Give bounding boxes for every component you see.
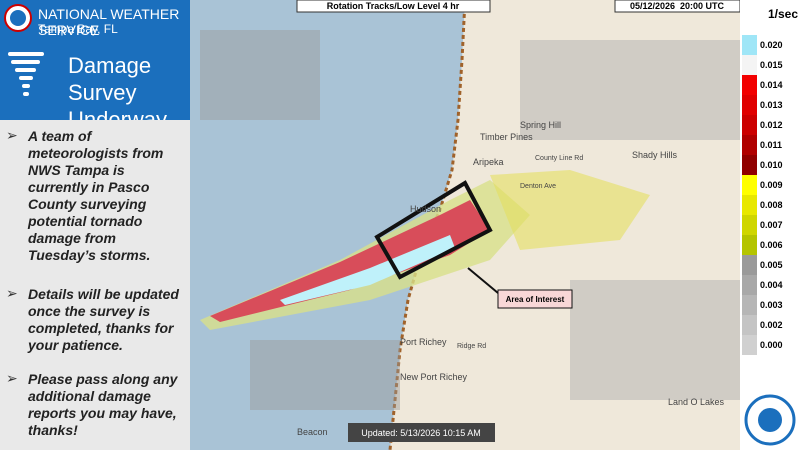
scale-swatch bbox=[742, 135, 757, 155]
track-core bbox=[280, 235, 455, 305]
place-label: Spring Hill bbox=[520, 120, 561, 130]
scale-label: 0.013 bbox=[760, 100, 783, 110]
header-graphics bbox=[4, 4, 44, 96]
track-east bbox=[490, 170, 650, 250]
scale-label: 0.012 bbox=[760, 120, 783, 130]
water bbox=[190, 0, 465, 450]
scale-swatch bbox=[742, 115, 757, 135]
title: Damage Survey Underway bbox=[68, 53, 167, 132]
annotation-box bbox=[497, 289, 573, 309]
place-label: Shady Hills bbox=[632, 150, 678, 160]
scale-swatch bbox=[742, 215, 757, 235]
scale-swatch bbox=[742, 295, 757, 315]
place-label: Ridge Rd bbox=[457, 343, 486, 350]
header: NATIONAL WEATHER SERVICE Tampa Bay, FL D… bbox=[0, 0, 190, 132]
scale-label: 0.015 bbox=[760, 60, 783, 70]
scale-label: 0.006 bbox=[760, 240, 783, 250]
agency: NATIONAL WEATHER SERVICE bbox=[38, 6, 180, 38]
bullet: Please pass along any additional damage … bbox=[28, 371, 178, 438]
place-label: Land O Lakes bbox=[668, 397, 725, 407]
bullet: Details will be updated once the survey … bbox=[28, 286, 179, 353]
scale-swatch bbox=[742, 75, 757, 95]
valid-time: 05/12/2026 20:00 UTC bbox=[630, 1, 725, 11]
scale-label: 0.005 bbox=[760, 260, 783, 270]
map: Area of Interest Rotation Tracks/Low Lev… bbox=[190, 0, 800, 450]
place-label: Aripeka bbox=[473, 157, 504, 167]
nws-logo-inner bbox=[10, 10, 26, 26]
nws-seal-inner bbox=[758, 408, 782, 432]
scale-label: 0.020 bbox=[760, 40, 783, 50]
track-high bbox=[210, 200, 490, 322]
scale-label: 0.002 bbox=[760, 320, 783, 330]
scale-label: 0.009 bbox=[760, 180, 783, 190]
bullet: A team of meteorologists from NWS Tampa … bbox=[28, 128, 164, 263]
bullet-arrow: ➢ bbox=[6, 286, 18, 302]
annotation: Area of Interest bbox=[506, 295, 565, 304]
scale-label: 0.008 bbox=[760, 200, 783, 210]
scale-swatch bbox=[742, 175, 757, 195]
updated: Updated: 5/13/2026 10:15 AM bbox=[361, 428, 481, 438]
scale-swatch bbox=[742, 275, 757, 295]
product-box bbox=[296, 0, 491, 13]
scale-swatch bbox=[742, 95, 757, 115]
scale-unit: 1/sec bbox=[768, 7, 798, 21]
place-label: Port Richey bbox=[400, 337, 447, 347]
annotation-arrow bbox=[467, 267, 499, 294]
map-labels: Timber Pines Spring Hill Aripeka Hudson Shad… bbox=[297, 120, 725, 437]
updated-box bbox=[348, 423, 495, 442]
color-scale: 0.020 0.015 0.014 0.013 0.012 0.011 0.010 0.009… bbox=[742, 35, 783, 355]
place-label: Timber Pines bbox=[480, 132, 533, 142]
scale-swatch bbox=[742, 235, 757, 255]
scale-label: 0.004 bbox=[760, 280, 783, 290]
product: Rotation Tracks/Low Level 4 hr bbox=[327, 1, 460, 11]
scale-swatch bbox=[742, 335, 757, 355]
scale-label: 0.007 bbox=[760, 220, 783, 230]
bullet-panel: ➢ A team of meteorologists from NWS Tamp… bbox=[0, 120, 190, 450]
scale-label: 0.011 bbox=[760, 140, 782, 150]
place-label: Hudson bbox=[410, 204, 441, 214]
tornado-icon bbox=[8, 52, 44, 96]
scale-label: 0.014 bbox=[760, 80, 783, 90]
place-label: Beacon bbox=[297, 427, 328, 437]
scale-label: 0.010 bbox=[760, 160, 783, 170]
place-label: Denton Ave bbox=[520, 183, 556, 190]
scale-swatch bbox=[742, 255, 757, 275]
scale-label: 0.000 bbox=[760, 340, 783, 350]
scale-swatch bbox=[742, 155, 757, 175]
radar-noise bbox=[200, 30, 740, 410]
bullet-arrow: ➢ bbox=[6, 371, 18, 387]
area-polygon bbox=[374, 180, 493, 280]
scale-swatch bbox=[742, 195, 757, 215]
place-label: New Port Richey bbox=[400, 372, 468, 382]
scale-swatch bbox=[742, 315, 757, 335]
place-label: County Line Rd bbox=[535, 155, 583, 162]
bullet-arrow: ➢ bbox=[6, 128, 18, 144]
office: Tampa Bay, FL bbox=[38, 22, 118, 36]
scale-label: 0.003 bbox=[760, 300, 783, 310]
scale-swatch bbox=[742, 55, 757, 75]
scale-swatch bbox=[742, 35, 757, 55]
